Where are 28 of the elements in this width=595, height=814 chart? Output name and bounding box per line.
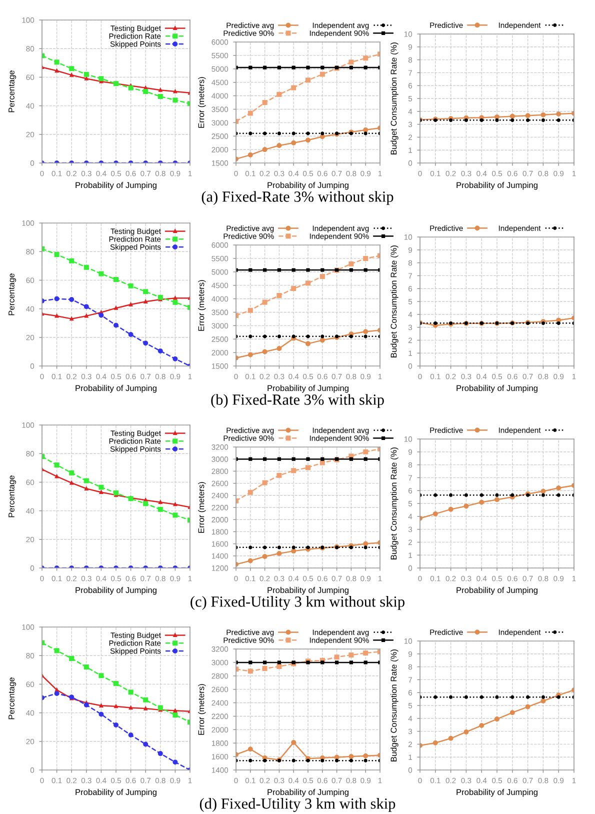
y-axis-title: Budget Consumption Rate (%) [390, 448, 398, 560]
text: (c) Fixed-Utility 3 km without skip [190, 596, 404, 610]
y-axis-title: Percentage [8, 274, 16, 316]
text: (d) Fixed-Utility 3 km with skip [200, 798, 396, 812]
y-axis-title: Percentage [8, 678, 16, 720]
x-axis-title: Probability of Jumping [76, 788, 156, 797]
y-axis-title: Budget Consumption Rate (%) [390, 650, 398, 762]
y-axis-title: Budget Consumption Rate (%) [390, 42, 398, 154]
x-axis-title: Probability of Jumping [268, 586, 348, 595]
text: (b) Fixed-Rate 3% with skip [211, 394, 384, 408]
x-axis-title: Probability of Jumping [456, 788, 538, 797]
y-axis-title: Error (meters) [198, 684, 206, 735]
x-axis-title: Probability of Jumping [76, 182, 156, 190]
y-axis-title: Budget Consumption Rate (%) [390, 246, 398, 358]
text: (a) Fixed-Rate 3% without skip [202, 191, 394, 205]
x-axis-title: Probability of Jumping [456, 182, 538, 190]
y-axis-title: Error (meters) [198, 482, 206, 533]
y-axis-title: Percentage [8, 476, 16, 518]
x-axis-title: Probability of Jumping [76, 384, 156, 393]
x-axis-title: Probability of Jumping [268, 788, 348, 797]
x-axis-title: Probability of Jumping [456, 384, 538, 393]
y-axis-title: Error (meters) [198, 280, 206, 331]
x-axis-title: Probability of Jumping [268, 182, 348, 190]
x-axis-title: Probability of Jumping [76, 586, 156, 595]
y-axis-title: Percentage [8, 70, 16, 112]
x-axis-title: Probability of Jumping [268, 384, 348, 393]
y-axis-title: Error (meters) [198, 77, 206, 128]
x-axis-title: Probability of Jumping [456, 586, 538, 595]
